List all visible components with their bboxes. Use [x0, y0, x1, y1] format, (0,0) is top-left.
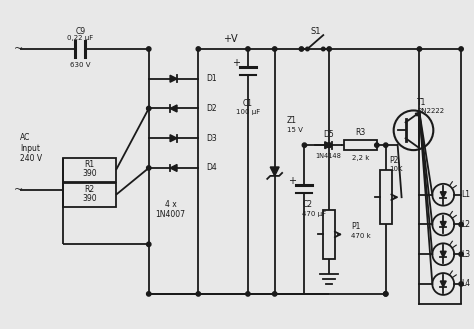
Text: 100 μF: 100 μF — [236, 110, 260, 115]
Polygon shape — [440, 281, 446, 287]
Text: T1: T1 — [418, 98, 427, 107]
Text: 4 x
1N4007: 4 x 1N4007 — [155, 200, 185, 219]
Polygon shape — [170, 164, 177, 171]
Text: C2: C2 — [302, 200, 312, 209]
Text: 15 V: 15 V — [287, 127, 302, 133]
Circle shape — [459, 282, 463, 286]
Text: D3: D3 — [206, 134, 217, 143]
Polygon shape — [170, 75, 177, 82]
Bar — [344, 140, 377, 150]
Circle shape — [299, 47, 304, 51]
Polygon shape — [440, 221, 446, 227]
Circle shape — [196, 292, 201, 296]
Text: 10K: 10K — [390, 166, 403, 172]
Text: Z1: Z1 — [287, 116, 297, 125]
Text: P2: P2 — [390, 156, 399, 164]
Text: R2: R2 — [85, 185, 95, 194]
Text: R3: R3 — [356, 128, 365, 137]
Polygon shape — [325, 142, 332, 149]
Text: C1: C1 — [243, 99, 253, 108]
Bar — [64, 158, 116, 182]
Text: D2: D2 — [206, 104, 217, 113]
Polygon shape — [170, 105, 177, 112]
Text: +: + — [289, 176, 297, 186]
Text: +: + — [232, 58, 240, 68]
Circle shape — [146, 47, 151, 51]
Text: R1: R1 — [85, 161, 95, 169]
Circle shape — [459, 222, 463, 227]
Text: 0,22 μF: 0,22 μF — [67, 35, 93, 41]
Circle shape — [321, 47, 325, 51]
Polygon shape — [415, 113, 419, 116]
Circle shape — [246, 292, 250, 296]
Circle shape — [383, 292, 388, 296]
Text: 630 V: 630 V — [70, 62, 91, 68]
Circle shape — [273, 292, 277, 296]
Circle shape — [327, 47, 331, 51]
Text: D5: D5 — [323, 130, 334, 139]
Circle shape — [146, 292, 151, 296]
Circle shape — [273, 47, 277, 51]
Text: AC
Input
240 V: AC Input 240 V — [20, 133, 42, 163]
Bar — [323, 210, 335, 259]
Circle shape — [146, 106, 151, 111]
Text: 470 μF: 470 μF — [302, 211, 327, 216]
Text: 2N2222: 2N2222 — [418, 109, 445, 114]
Bar — [64, 183, 116, 207]
Circle shape — [459, 252, 463, 256]
Polygon shape — [170, 135, 177, 142]
Text: L2: L2 — [461, 220, 470, 229]
Circle shape — [146, 242, 151, 246]
Circle shape — [417, 47, 422, 51]
Text: 390: 390 — [82, 169, 97, 178]
Circle shape — [302, 143, 307, 147]
Text: L3: L3 — [461, 250, 470, 259]
Circle shape — [246, 47, 250, 51]
Polygon shape — [440, 251, 446, 257]
Circle shape — [327, 143, 331, 147]
Circle shape — [146, 166, 151, 170]
Text: 470 k: 470 k — [351, 233, 371, 240]
Polygon shape — [270, 167, 279, 176]
Bar — [380, 170, 392, 224]
Text: D4: D4 — [206, 164, 217, 172]
Text: D1: D1 — [206, 74, 217, 83]
Text: +V: +V — [223, 34, 237, 44]
Text: 2,2 k: 2,2 k — [352, 155, 369, 161]
Circle shape — [327, 143, 331, 147]
Text: 1N4148: 1N4148 — [315, 153, 341, 159]
Text: L1: L1 — [461, 190, 470, 199]
Circle shape — [459, 47, 463, 51]
Circle shape — [383, 292, 388, 296]
Text: 390: 390 — [82, 194, 97, 203]
Circle shape — [196, 47, 201, 51]
Polygon shape — [440, 192, 446, 198]
Text: ~: ~ — [14, 185, 23, 195]
Circle shape — [306, 47, 309, 51]
Text: ~: ~ — [14, 44, 23, 54]
Text: C9: C9 — [75, 27, 85, 36]
Circle shape — [374, 143, 379, 147]
Text: P1: P1 — [351, 222, 360, 231]
Circle shape — [383, 143, 388, 147]
Text: L4: L4 — [461, 279, 470, 289]
Text: S1: S1 — [310, 27, 320, 36]
